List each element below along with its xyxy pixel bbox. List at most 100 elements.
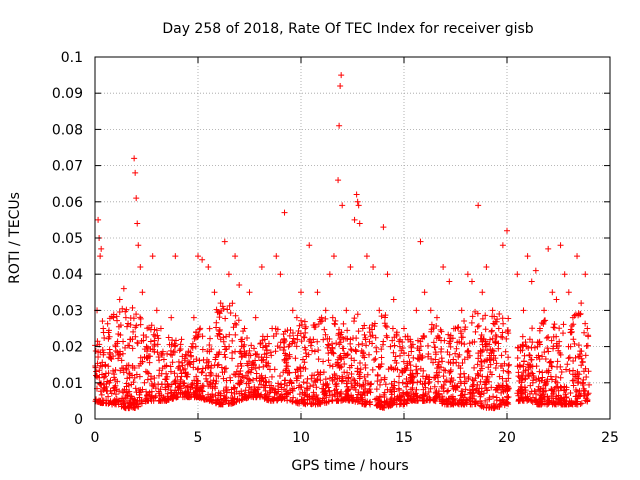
data-point <box>380 224 387 231</box>
data-point <box>554 358 561 365</box>
data-point <box>167 363 174 370</box>
data-point <box>116 351 123 358</box>
data-point <box>380 338 387 345</box>
data-point <box>468 278 475 285</box>
data-point <box>398 400 405 407</box>
data-point <box>447 359 454 366</box>
data-point <box>526 336 533 343</box>
data-point <box>94 360 101 367</box>
data-point <box>216 310 223 317</box>
data-point <box>292 355 299 362</box>
data-point <box>109 367 116 374</box>
data-point <box>520 363 527 370</box>
data-point <box>341 395 348 402</box>
data-point <box>126 388 133 395</box>
data-point <box>352 398 359 405</box>
data-point <box>154 332 161 339</box>
data-point <box>391 334 398 341</box>
data-point <box>237 377 244 384</box>
data-point <box>363 253 370 260</box>
y-tick-label: 0.01 <box>52 376 83 392</box>
data-point <box>546 359 553 366</box>
data-point <box>97 253 104 260</box>
data-point <box>283 382 290 389</box>
data-point <box>263 362 270 369</box>
data-point <box>355 202 362 209</box>
data-point <box>462 324 469 331</box>
data-point <box>223 333 230 340</box>
data-point <box>370 263 377 270</box>
data-point <box>133 371 140 378</box>
data-point <box>169 359 176 366</box>
data-point <box>415 397 422 404</box>
data-point <box>389 337 396 344</box>
data-point <box>113 391 120 398</box>
data-point <box>407 336 414 343</box>
data-point <box>329 314 336 321</box>
data-point <box>585 368 592 375</box>
data-point <box>291 339 298 346</box>
data-point <box>302 325 309 332</box>
data-point <box>584 325 591 332</box>
data-point <box>153 327 160 334</box>
data-point <box>130 379 137 386</box>
data-point <box>223 384 230 391</box>
data-point <box>517 386 524 393</box>
data-point <box>246 289 253 296</box>
data-point <box>97 349 104 356</box>
data-point <box>345 374 352 381</box>
data-point <box>104 320 111 327</box>
data-point <box>532 267 539 274</box>
y-tick-label: 0.05 <box>52 231 83 247</box>
data-point <box>358 347 365 354</box>
data-point <box>495 325 502 332</box>
data-point <box>410 354 417 361</box>
data-point <box>248 342 255 349</box>
data-point <box>325 384 332 391</box>
data-point <box>426 378 433 385</box>
data-point <box>354 380 361 387</box>
data-point <box>469 313 476 320</box>
data-point <box>334 359 341 366</box>
data-point <box>320 336 327 343</box>
data-point <box>172 253 179 260</box>
data-point <box>99 318 106 325</box>
data-point <box>482 379 489 386</box>
data-point <box>255 354 262 361</box>
data-point <box>123 306 130 313</box>
data-point <box>380 391 387 398</box>
data-point <box>553 296 560 303</box>
data-point <box>215 351 222 358</box>
data-point <box>264 333 271 340</box>
data-point <box>184 361 191 368</box>
data-point <box>263 379 270 386</box>
data-point <box>137 389 144 396</box>
data-point <box>403 380 410 387</box>
data-point <box>326 362 333 369</box>
data-point <box>413 363 420 370</box>
data-point <box>501 360 508 367</box>
data-point <box>238 390 245 397</box>
data-point <box>483 263 490 270</box>
data-point <box>526 352 533 359</box>
data-point <box>301 399 308 406</box>
data-point <box>563 366 570 373</box>
data-point <box>334 397 341 404</box>
data-point <box>92 364 99 371</box>
data-point <box>489 313 496 320</box>
data-point <box>388 380 395 387</box>
data-point <box>225 400 232 407</box>
data-point <box>157 386 164 393</box>
data-point <box>425 342 432 349</box>
data-point <box>533 401 540 408</box>
data-point <box>254 351 261 358</box>
data-point <box>120 285 127 292</box>
data-point <box>206 342 213 349</box>
data-point <box>162 397 169 404</box>
data-point <box>275 380 282 387</box>
data-point <box>485 404 492 411</box>
data-point <box>139 289 146 296</box>
data-point <box>261 351 268 358</box>
data-point <box>478 403 485 410</box>
data-point <box>167 351 174 358</box>
